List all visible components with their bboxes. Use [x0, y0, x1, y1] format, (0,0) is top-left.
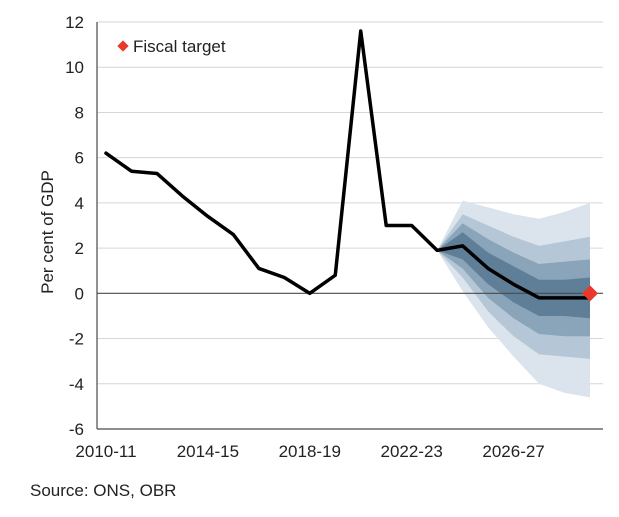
x-tick-label: 2018-19 — [279, 442, 341, 461]
series-lines — [104, 29, 592, 300]
y-tick-label: 8 — [75, 103, 84, 122]
y-tick-label: 10 — [65, 58, 84, 77]
fiscal-target-point — [582, 285, 598, 302]
y-tick-label: 4 — [75, 194, 84, 213]
y-tick-label: 12 — [65, 13, 84, 32]
y-tick-label: 2 — [75, 239, 84, 258]
source-note: Source: ONS, OBR — [30, 481, 177, 500]
y-tick-label: 6 — [75, 149, 84, 168]
x-tick-label: 2022-23 — [380, 442, 442, 461]
y-axis: 12 10 8 6 4 2 0 -2 -4 -6 — [65, 13, 98, 439]
y-tick-label: -4 — [69, 375, 84, 394]
legend-diamond-icon — [117, 40, 129, 52]
y-tick-label: -6 — [69, 420, 84, 439]
legend: Fiscal target — [117, 37, 226, 56]
x-tick-label: 2010-11 — [75, 442, 136, 461]
fiscal-target-marker — [582, 285, 598, 302]
y-tick-label: 0 — [75, 284, 84, 303]
x-tick-label: 2014-15 — [177, 442, 239, 461]
y-axis-label: Per cent of GDP — [38, 170, 57, 294]
legend-label: Fiscal target — [133, 37, 226, 56]
x-tick-label: 2026-27 — [482, 442, 544, 461]
series-line — [104, 29, 592, 300]
x-axis: 2010-11 2014-15 2018-19 2022-23 2026-27 — [75, 428, 603, 461]
y-tick-label: -2 — [69, 330, 84, 349]
